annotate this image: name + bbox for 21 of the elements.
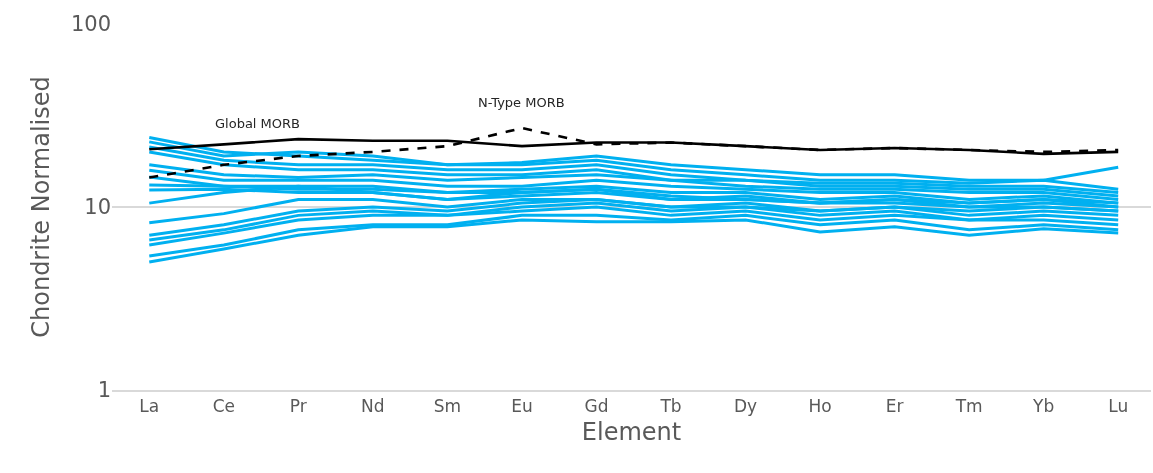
y-tick-label: 1 xyxy=(97,378,111,403)
x-tick-label: Yb xyxy=(1032,396,1055,417)
x-tick-label: Pr xyxy=(289,396,307,417)
x-tick-label: Eu xyxy=(511,396,533,417)
series-label: Global MORB xyxy=(215,116,301,131)
x-tick-label: Tm xyxy=(954,396,983,417)
x-tick-label: Ce xyxy=(212,396,235,417)
x-tick-label: Gd xyxy=(584,396,609,417)
y-axis-title: Chondrite Normalised xyxy=(27,76,56,338)
x-tick-label: Tb xyxy=(659,396,682,417)
x-tick-label: Er xyxy=(885,396,904,417)
x-tick-label: Nd xyxy=(361,396,385,417)
x-tick-label: Dy xyxy=(733,396,758,417)
x-tick-label: La xyxy=(139,396,160,417)
y-tick-label: 100 xyxy=(70,12,111,37)
x-tick-label: Sm xyxy=(433,396,462,417)
series-label: N-Type MORB xyxy=(478,95,565,110)
y-tick-label: 10 xyxy=(84,195,111,220)
x-axis-title: Element xyxy=(581,417,682,446)
x-tick-label: Lu xyxy=(1108,396,1129,417)
x-tick-label: Ho xyxy=(808,396,832,417)
